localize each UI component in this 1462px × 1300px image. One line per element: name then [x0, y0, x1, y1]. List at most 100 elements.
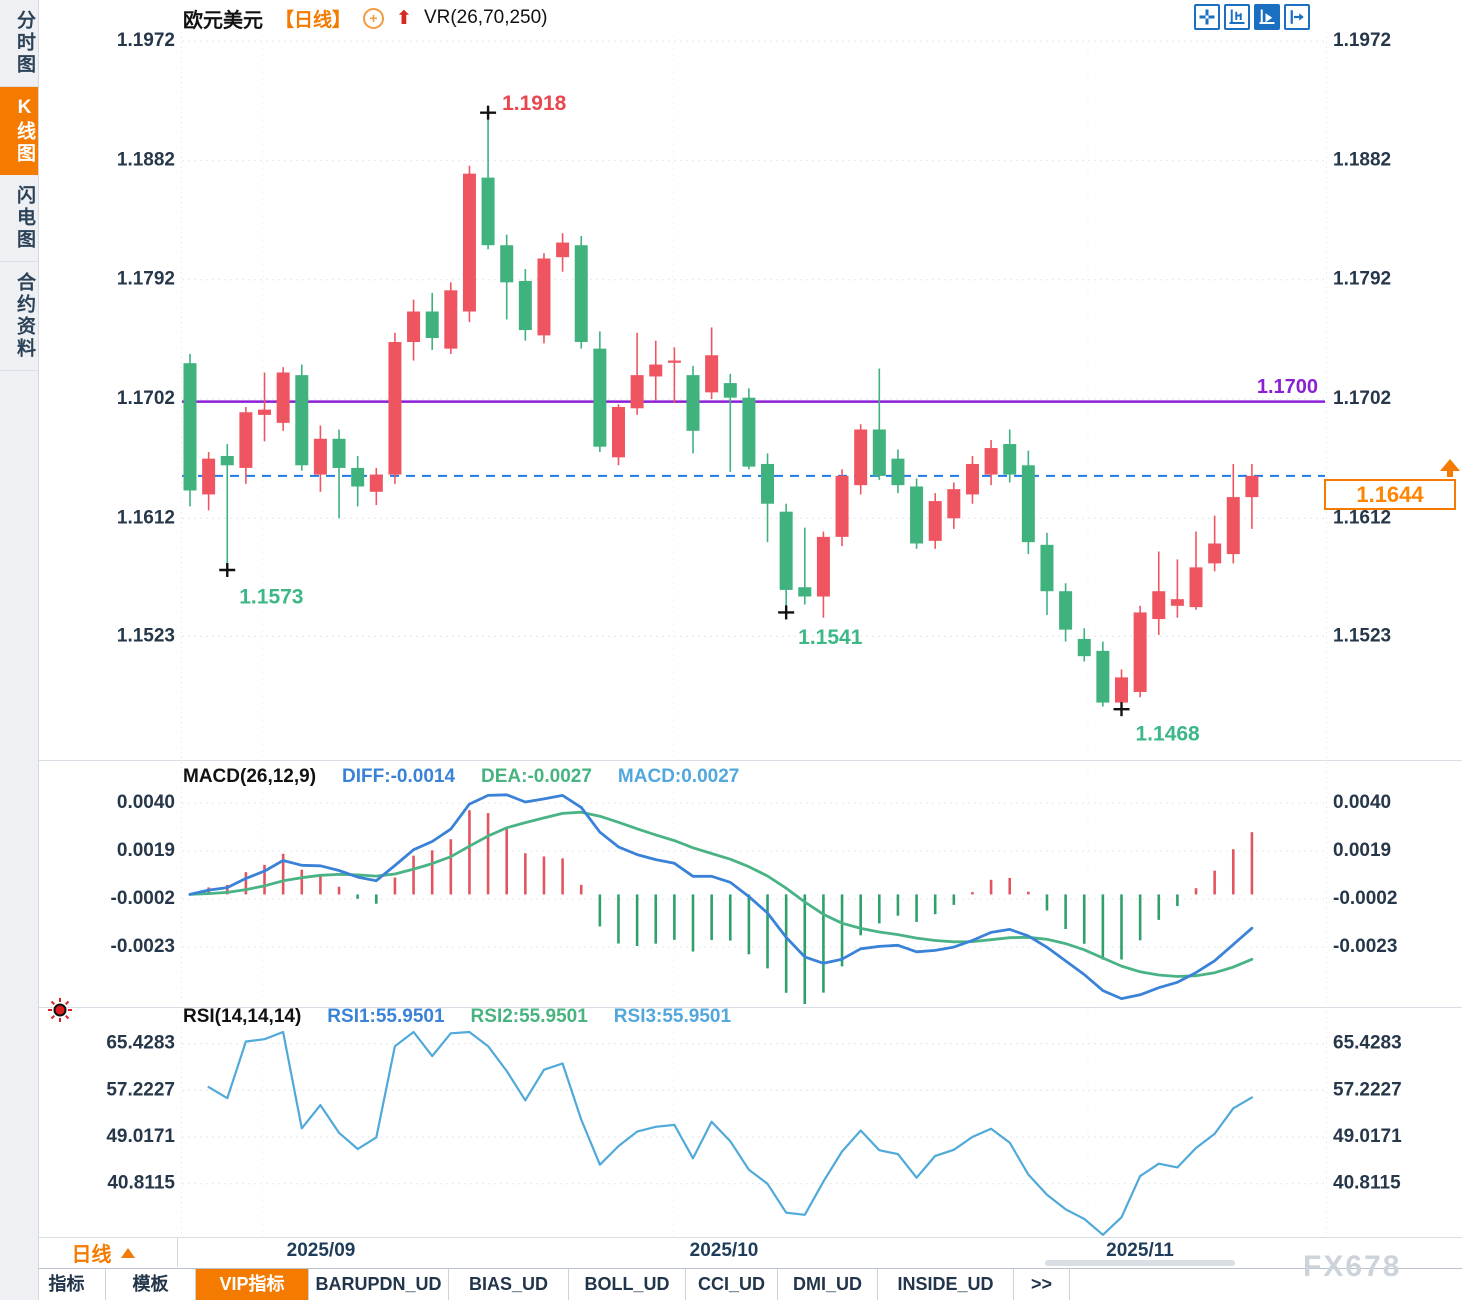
rsi-header[interactable]: RSI(14,14,14) RSI1:55.9501 RSI2:55.9501 …: [183, 1006, 731, 1028]
caret-up-icon: [120, 1247, 135, 1258]
tab-barupdn-ud[interactable]: BARUPDN_UD: [309, 1269, 449, 1300]
candle[interactable]: [295, 375, 309, 466]
candle[interactable]: [779, 511, 793, 590]
annotation-1.1918: 1.1918: [502, 92, 567, 115]
candle[interactable]: [462, 173, 476, 312]
sidebar-item-contract-info[interactable]: 合约资料: [0, 262, 38, 371]
candle[interactable]: [611, 406, 625, 458]
candle[interactable]: [1245, 475, 1259, 498]
axis-scale-icon[interactable]: [1224, 4, 1250, 30]
crosshair-icon[interactable]: [1194, 4, 1220, 30]
axis-label: -0.0023: [111, 936, 175, 957]
tab-boll-ud[interactable]: BOLL_UD: [569, 1269, 686, 1300]
candle[interactable]: [313, 438, 327, 475]
candle[interactable]: [481, 177, 495, 246]
candle[interactable]: [369, 474, 383, 492]
candle[interactable]: [332, 438, 346, 468]
candle[interactable]: [742, 397, 756, 467]
candle[interactable]: [1208, 543, 1222, 564]
tab-more[interactable]: >>: [1014, 1269, 1070, 1300]
tab-indicators[interactable]: 指标: [28, 1269, 106, 1300]
candle[interactable]: [444, 290, 458, 349]
axis-label: 1.1523: [1333, 625, 1391, 646]
axis-label: 0.0040: [117, 792, 175, 813]
tab-vip-indicators[interactable]: VIP指标: [196, 1269, 309, 1300]
tab-bias-ud[interactable]: BIAS_UD: [449, 1269, 569, 1300]
candle[interactable]: [1096, 650, 1110, 703]
axis-label: 1.1972: [117, 30, 175, 51]
axis-label: 65.4283: [1333, 1033, 1402, 1054]
axis-play-icon[interactable]: [1254, 4, 1280, 30]
candle[interactable]: [556, 242, 570, 258]
axis-label: 40.8115: [107, 1173, 175, 1194]
exit-right-icon[interactable]: [1284, 4, 1310, 30]
candle[interactable]: [258, 409, 272, 415]
candle[interactable]: [183, 363, 197, 491]
candle[interactable]: [1077, 638, 1091, 657]
current-price-tag: 1.1644: [1324, 479, 1456, 510]
candle[interactable]: [723, 383, 737, 398]
candle[interactable]: [984, 448, 998, 475]
axis-label: 57.2227: [1333, 1079, 1402, 1100]
candle[interactable]: [1170, 599, 1184, 606]
candle[interactable]: [1003, 444, 1017, 475]
period-selector[interactable]: 日线: [28, 1238, 178, 1267]
candle[interactable]: [220, 456, 234, 466]
tab-dmi-ud[interactable]: DMI_UD: [778, 1269, 878, 1300]
candle[interactable]: [872, 429, 886, 476]
candle[interactable]: [1021, 465, 1035, 543]
candle[interactable]: [1133, 612, 1147, 692]
candle[interactable]: [798, 587, 812, 597]
candle[interactable]: [351, 467, 365, 487]
axis-label: 1.1702: [1333, 388, 1391, 409]
candle[interactable]: [537, 258, 551, 336]
month-gridlines: [262, 36, 1089, 1247]
circle-plus-icon[interactable]: +: [363, 7, 385, 29]
rsi3-value: RSI3:55.9501: [613, 1006, 732, 1027]
candle[interactable]: [1115, 677, 1128, 703]
candle[interactable]: [593, 348, 607, 447]
candle[interactable]: [388, 341, 402, 475]
candle[interactable]: [1189, 567, 1203, 608]
axis-label: 1.1612: [117, 507, 175, 528]
candle[interactable]: [910, 486, 924, 544]
sidebar-item-flash[interactable]: 闪电图: [0, 175, 38, 262]
candle[interactable]: [1152, 591, 1166, 620]
candle[interactable]: [854, 429, 868, 486]
candle[interactable]: [705, 355, 719, 393]
candle[interactable]: [686, 375, 700, 431]
candle[interactable]: [239, 412, 253, 468]
candles[interactable]: [183, 112, 1259, 710]
candle[interactable]: [425, 311, 439, 339]
candle[interactable]: [630, 375, 644, 409]
candle[interactable]: [761, 463, 775, 504]
sidebar-item-candlestick[interactable]: K线图: [0, 87, 38, 175]
sidebar-item-timeshare[interactable]: 分时图: [0, 0, 38, 87]
tab-cci-ud[interactable]: CCI_UD: [686, 1269, 778, 1300]
candle[interactable]: [574, 245, 588, 342]
candle[interactable]: [816, 536, 830, 597]
candle[interactable]: [667, 360, 681, 363]
candle[interactable]: [500, 245, 514, 283]
candle[interactable]: [649, 364, 663, 377]
candle[interactable]: [1226, 497, 1240, 555]
axis-label: 0.0040: [1333, 792, 1391, 813]
macd-header[interactable]: MACD(26,12,9) DIFF:-0.0014 DEA:-0.0027 M…: [183, 766, 739, 788]
candle[interactable]: [928, 501, 942, 541]
candle[interactable]: [947, 489, 961, 519]
horizontal-scrollbar[interactable]: [1045, 1260, 1235, 1266]
candle[interactable]: [965, 463, 979, 495]
candle[interactable]: [835, 475, 849, 537]
tab-inside-ud[interactable]: INSIDE_UD: [878, 1269, 1014, 1300]
period-tag[interactable]: 【日线】: [275, 9, 352, 31]
candle[interactable]: [1059, 591, 1073, 630]
candle[interactable]: [276, 372, 290, 423]
symbol-title: 欧元美元: [183, 9, 263, 32]
candle[interactable]: [202, 458, 216, 495]
tab-templates[interactable]: 模板: [106, 1269, 196, 1300]
candle[interactable]: [407, 311, 421, 342]
candle[interactable]: [891, 458, 905, 486]
candle[interactable]: [518, 281, 532, 331]
candle[interactable]: [1040, 544, 1054, 592]
